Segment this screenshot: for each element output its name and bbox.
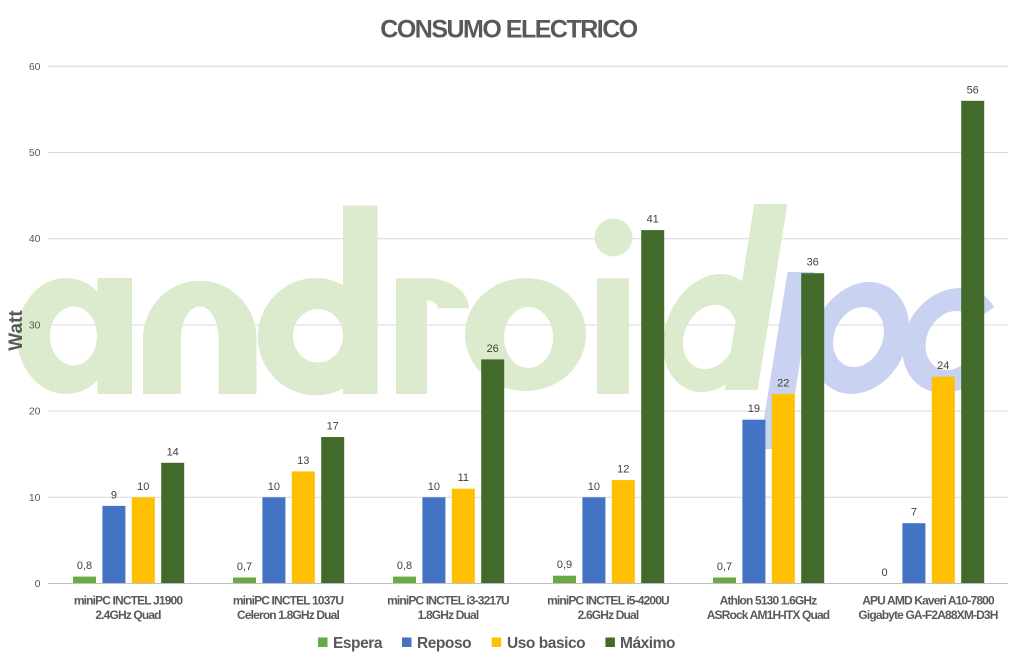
svg-text:17: 17 xyxy=(327,421,339,433)
svg-text:36: 36 xyxy=(807,257,819,269)
svg-text:60: 60 xyxy=(29,61,41,73)
svg-text:50: 50 xyxy=(29,147,41,159)
svg-text:Reposo: Reposo xyxy=(417,635,471,652)
svg-text:2.4GHz Quad: 2.4GHz Quad xyxy=(95,608,161,622)
svg-text:Máximo: Máximo xyxy=(620,635,675,652)
svg-text:10: 10 xyxy=(428,481,440,493)
svg-text:10: 10 xyxy=(137,481,149,493)
svg-text:ASRock AM1H-ITX Quad: ASRock AM1H-ITX Quad xyxy=(707,608,830,622)
svg-text:7: 7 xyxy=(911,507,917,519)
svg-text:miniPC INCTEL 1037U: miniPC INCTEL 1037U xyxy=(233,594,344,608)
svg-text:CONSUMO ELECTRICO: CONSUMO ELECTRICO xyxy=(380,16,638,44)
svg-text:26: 26 xyxy=(487,343,499,355)
svg-text:0: 0 xyxy=(35,578,41,590)
svg-text:Uso basico: Uso basico xyxy=(507,635,585,652)
svg-text:14: 14 xyxy=(167,446,179,458)
svg-text:10: 10 xyxy=(268,481,280,493)
svg-text:13: 13 xyxy=(297,455,309,467)
svg-text:0,8: 0,8 xyxy=(397,560,412,572)
svg-text:12: 12 xyxy=(617,464,629,476)
svg-text:41: 41 xyxy=(647,214,659,226)
svg-text:19: 19 xyxy=(748,403,760,415)
svg-text:20: 20 xyxy=(29,406,41,418)
svg-text:0,8: 0,8 xyxy=(77,560,92,572)
svg-text:Athlon 5130 1.6GHz: Athlon 5130 1.6GHz xyxy=(720,594,818,608)
svg-text:10: 10 xyxy=(588,481,600,493)
svg-text:Watt: Watt xyxy=(6,310,27,351)
svg-text:9: 9 xyxy=(111,489,117,501)
svg-text:miniPC INCTEL i3-3217U: miniPC INCTEL i3-3217U xyxy=(387,594,509,608)
svg-text:1.8GHz Dual: 1.8GHz Dual xyxy=(418,608,479,622)
svg-text:24: 24 xyxy=(937,360,949,372)
svg-text:APU AMD Kaveri A10-7800: APU AMD Kaveri A10-7800 xyxy=(862,594,995,608)
svg-text:0,9: 0,9 xyxy=(557,559,572,571)
svg-text:miniPC INCTEL J1900: miniPC INCTEL J1900 xyxy=(74,594,184,608)
svg-text:10: 10 xyxy=(29,492,41,504)
svg-text:Gigabyte GA-F2A88XM-D3H: Gigabyte GA-F2A88XM-D3H xyxy=(858,608,997,622)
svg-text:2.6GHz Dual: 2.6GHz Dual xyxy=(578,608,639,622)
svg-text:0,7: 0,7 xyxy=(237,561,252,573)
svg-text:miniPC INCTEL i5-4200U: miniPC INCTEL i5-4200U xyxy=(547,594,669,608)
svg-text:11: 11 xyxy=(458,472,469,484)
svg-text:30: 30 xyxy=(29,319,41,331)
svg-text:0: 0 xyxy=(881,567,887,579)
svg-text:40: 40 xyxy=(29,233,41,245)
svg-text:Celeron 1.8GHz Dual: Celeron 1.8GHz Dual xyxy=(237,608,339,622)
svg-text:22: 22 xyxy=(777,377,789,389)
svg-text:Espera: Espera xyxy=(333,635,383,652)
svg-text:0,7: 0,7 xyxy=(717,561,732,573)
svg-text:56: 56 xyxy=(967,84,979,96)
